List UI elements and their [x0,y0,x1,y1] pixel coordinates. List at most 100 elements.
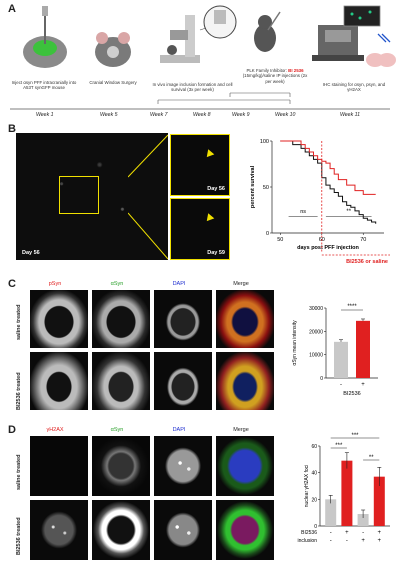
week-label-8: Week 8 [193,112,211,118]
panel-label-b: B [8,123,16,135]
y-tick-label: 20000 [309,329,323,335]
c-col-label-4: Merge [233,281,249,287]
c-bi-asyn-image [92,352,150,410]
y-axis-label: αSyn mean intensity [292,320,298,366]
c-row-label-bi2536: BI2536 treated [16,372,22,410]
step-treatment-label: PLK Family Inhibitor: BI 2536 (15mg/kg)/… [240,68,310,84]
step-treatment-rest: (15mg/kg)/saline IP injections (2x per w… [242,73,308,84]
week-label-5: Week 5 [100,112,118,118]
row1-label-2: - [362,530,364,536]
panel-label-c: C [8,278,16,290]
week-label-9: Week 9 [232,112,250,118]
c-col-label-3: DAPI [172,281,186,287]
c-saline-merge-image [216,290,274,348]
c-saline-dapi-image [154,290,212,348]
d-bi-gh2ax-image [30,500,88,560]
microscope-icon [160,5,237,63]
survival-chart: 050100506070days post PFF injectionperce… [250,139,390,265]
sig-label-1: *** [335,443,343,449]
row2-label-0: - [330,538,332,544]
c-bi-psyn-image [30,352,88,410]
d-bar-chart: 0 20 40 60 nuclear γH2AX foci - - + - - + + + BI2536 i… [298,433,390,544]
step-treatment-prefix: PLK Family Inhibitor: [246,68,289,73]
y-tick-label: 40 [311,471,317,477]
row1-label-1: + [345,530,349,536]
category-label-1: + [361,382,365,388]
surgery-mouse-icon [95,32,131,67]
zoom-top-day: Day 56 [207,186,225,192]
panel-a-illustrations [10,5,396,110]
injection-label: BI2536 or saline [346,259,388,265]
sig-label: ** [346,209,351,215]
x-tick-label: 50 [277,237,283,243]
category-label-0: - [340,382,342,388]
sig-label: **** [347,304,357,310]
x-tick-label: 70 [360,237,366,243]
d-row-label-saline: saline treated [16,454,22,490]
ip-mouse-icon [254,11,281,52]
d-bi-asyn-image [92,500,150,560]
week-label-11: Week 11 [340,112,360,118]
c-row-label-saline: saline treated [16,304,22,340]
d-saline-dapi-image [154,436,212,496]
c-bar-chart: 0 10000 20000 30000 αSyn mean intensity - + ***… [292,304,378,397]
y-tick-label: 30000 [309,306,323,312]
injection-mouse-icon [23,6,67,68]
d-col-label-2: αSyn [110,427,124,433]
y-tick-label: 60 [311,444,317,450]
zoom-image-day56: Day 56 [170,134,230,196]
zoom-image-day59: Day 59 [170,198,230,260]
y-tick-label: 20 [311,497,317,503]
sig-label-2: ** [369,455,374,461]
week-label-7: Week 7 [150,112,168,118]
bar-2 [357,514,369,526]
row1-title: BI2536 [301,530,317,536]
step-surgery-label: Cranial Window Surgery [89,80,137,85]
y-tick-label: 100 [260,139,269,145]
sig-label-0: *** [351,433,359,439]
d-col-label-4: Merge [233,427,249,433]
row2-label-2: + [361,538,365,544]
week-label-10: Week 10 [275,112,296,118]
d-col-label-3: DAPI [172,427,186,433]
panel-label-a: A [8,3,16,15]
bar-1 [356,320,370,378]
y-tick-label: 10000 [309,353,323,359]
confocal-microscope-icon [312,5,396,67]
row2-label-1: - [346,538,348,544]
arrowhead-icon [203,213,215,224]
c-bi-dapi-image [154,352,212,410]
d-col-label-1: γH2AX [46,427,64,433]
bar-3 [373,476,385,526]
x-axis-label: days post PFF injection [297,245,359,251]
bar-0 [334,341,348,378]
y-tick-label: 0 [314,524,317,530]
row2-label-3: + [378,538,382,544]
d-saline-asyn-image [92,436,150,496]
y-tick-label: 0 [266,231,269,237]
bar-1 [341,460,353,526]
zoom-lines [128,134,168,260]
ns-label: ns [300,209,306,215]
d-saline-merge-image [216,436,274,496]
y-axis-label: nuclear γH2AX foci [304,465,310,508]
row1-label-3: + [378,530,382,536]
step-ihc-label: IHC staining for αsyn, psyn, and γH2AX [322,82,386,93]
d-row-label-bi2536: BI2536 treated [16,517,22,555]
c-saline-psyn-image [30,290,88,348]
step-treatment-drug: BI 2536 [288,68,304,73]
c-bi-merge-image [216,352,274,410]
d-bi-dapi-image [154,500,212,560]
arrowhead-icon [203,149,215,160]
step-injection-label: Inject αsyn PFF intracranially into A53T… [11,80,77,91]
c-col-label-1: pSyn [48,281,62,287]
invivo-main-image: Day 56 [16,133,168,260]
panel-label-d: D [8,424,16,436]
c-saline-asyn-image [92,290,150,348]
week-label-1: Week 1 [36,112,54,118]
row2-title: inclusion [298,538,318,544]
survival-line-1 [280,140,376,195]
step-imaging-label: In vivo image inclusion formation and ce… [152,82,233,93]
c-col-label-2: αSyn [110,281,124,287]
survival-line-0 [280,140,377,224]
